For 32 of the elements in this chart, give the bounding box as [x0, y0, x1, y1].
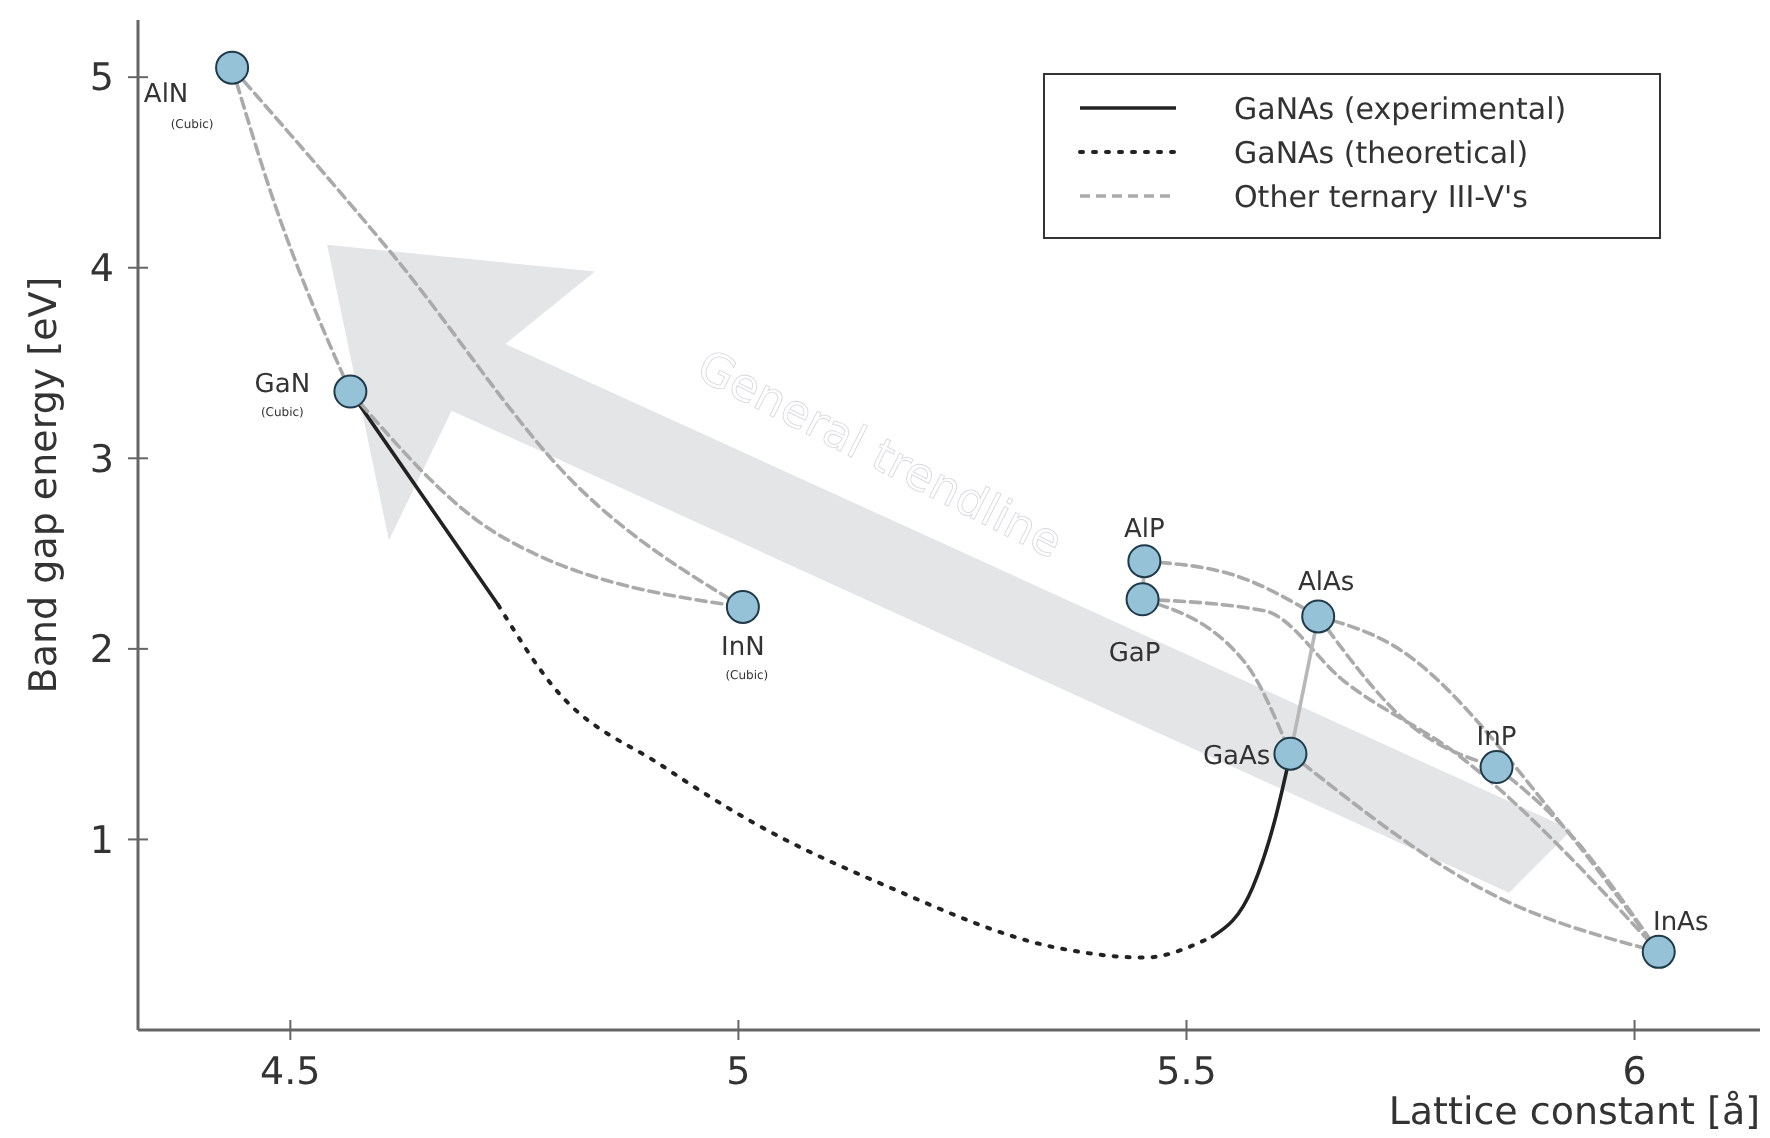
point: [1479, 750, 1514, 785]
annotation: InN: [721, 632, 765, 663]
y-tick-label: 5: [89, 56, 114, 101]
legend-label: Other ternary III-V's: [1234, 178, 1529, 215]
x-tick-label: 5.5: [1156, 1050, 1217, 1094]
point: [1125, 582, 1160, 617]
legend-label: GaNAs (theoretical): [1234, 134, 1529, 171]
annotation: GaP: [1108, 639, 1161, 670]
x-axis-title: Lattice constant [å]: [1388, 1090, 1760, 1134]
x-tick-label: 4.5: [260, 1050, 321, 1094]
point: [1641, 934, 1676, 969]
annotation: GaAs: [1202, 741, 1271, 772]
y-tick-label: 3: [89, 437, 114, 482]
legend-label: GaNAs (experimental): [1234, 90, 1567, 127]
x-tick-label: 6: [1622, 1050, 1647, 1094]
point: [1127, 544, 1162, 579]
y-axis-title: Band gap energy [eV]: [22, 276, 66, 694]
y-tick-label: 1: [89, 818, 114, 863]
point: [1301, 599, 1336, 634]
annotation: AlAs: [1298, 568, 1355, 599]
point: [1273, 736, 1308, 771]
annotation: AlP: [1124, 515, 1166, 546]
y-tick-label: 4: [89, 247, 114, 292]
annotation: InP: [1476, 723, 1517, 754]
x-tick-label: 5: [726, 1050, 751, 1094]
annotation: AlN: [143, 79, 189, 110]
point: [725, 589, 760, 624]
point: [333, 374, 368, 409]
annotation: GaN: [254, 369, 311, 400]
annotation: InAs: [1652, 907, 1709, 938]
point: [215, 50, 250, 85]
y-tick-label: 2: [89, 628, 114, 673]
